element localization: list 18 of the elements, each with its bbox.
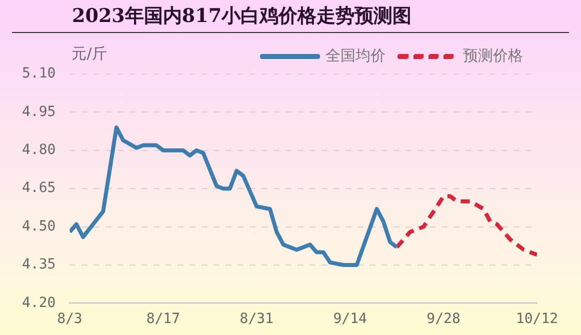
x-tick-label: 8/3 [57, 311, 82, 328]
y-tick-label: 4.80 [22, 142, 56, 158]
y-tick-label: 4.65 [22, 180, 56, 196]
x-tick-label: 8/31 [240, 311, 274, 328]
y-tick-label: 4.95 [22, 104, 56, 120]
y-tick-label: 5.10 [22, 66, 56, 82]
y-axis-title: 元/斤 [72, 44, 107, 62]
y-tick-label: 4.35 [22, 256, 56, 273]
y-tick-label: 4.20 [22, 294, 56, 311]
x-tick-label: 9/14 [333, 311, 367, 328]
legend-label: 全国均价 [326, 46, 386, 64]
x-tick-label: 8/17 [146, 311, 180, 328]
x-tick-label: 9/28 [426, 311, 460, 328]
x-tick-label: 10/12 [516, 311, 558, 328]
y-tick-label: 4.50 [22, 218, 56, 234]
chart-title: 2023年国内817小白鸡价格走势预测图 [12, 0, 569, 33]
line-series [394, 194, 537, 257]
legend-label: 预测价格 [463, 46, 523, 64]
